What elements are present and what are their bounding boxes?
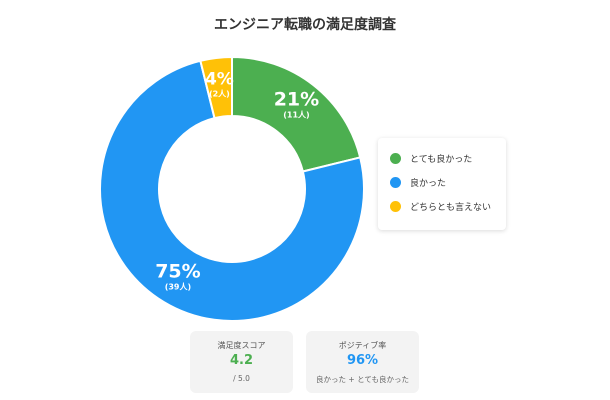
slice-percent-neutral: 4%	[205, 69, 234, 89]
slice-count-good: (39人)	[165, 281, 191, 291]
positive-rate-value: 96%	[346, 353, 379, 368]
slice-percent-good: 75%	[155, 260, 200, 282]
legend-label-neutral: どちらとも言えない	[410, 202, 492, 213]
legend-label-good: 良かった	[410, 178, 447, 189]
legend-swatch-good	[390, 176, 401, 188]
satisfaction-score-scale: / 5.0	[233, 374, 250, 383]
satisfaction-score-card: 満足度スコア 4.2 / 5.0	[190, 331, 293, 393]
satisfaction-score-value: 4.2	[229, 353, 254, 368]
legend-swatch-very-good	[390, 152, 401, 164]
positive-rate-note: 良かった + とても良かった	[316, 375, 409, 384]
slice-count-very-good: (11人)	[283, 110, 309, 120]
legend-item-good[interactable]: 良かった	[390, 170, 506, 194]
slice-neutral[interactable]	[199, 55, 233, 120]
legend-item-neutral[interactable]: どちらとも言えない	[390, 194, 506, 218]
slice-percent-very-good: 21%	[274, 89, 319, 111]
legend: とても良かった 良かった どちらとも言えない	[378, 138, 506, 230]
chart-title: エンジニア転職の満足度調査	[214, 17, 396, 33]
slice-count-neutral: (2人)	[209, 88, 230, 98]
legend-item-very-good[interactable]: とても良かった	[390, 146, 506, 170]
legend-swatch-neutral	[390, 200, 401, 212]
positive-rate-label: ポジティブ率	[338, 341, 387, 350]
positive-rate-card: ポジティブ率 96% 良かった + とても良かった	[306, 331, 419, 393]
slice-very-good[interactable]	[231, 55, 362, 173]
legend-label-very-good: とても良かった	[410, 154, 473, 165]
slice-good[interactable]	[99, 59, 365, 322]
satisfaction-score-label: 満足度スコア	[217, 341, 266, 350]
